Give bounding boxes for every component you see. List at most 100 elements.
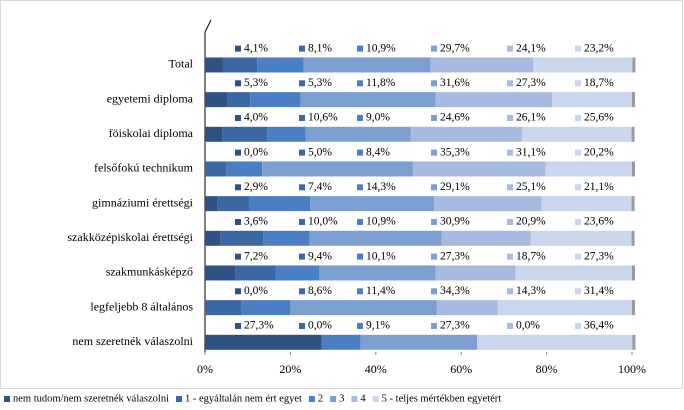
value-label: 0,0% [244,285,268,297]
bar-end [632,265,635,281]
value-label-marker [431,114,437,121]
value-label: 27,3% [244,320,274,332]
bar-segment [522,126,632,142]
legend-label: 1 - egyáltalán nem ért egyet [185,393,302,404]
value-label: 9,4% [308,250,332,262]
value-label-marker [299,80,305,87]
value-label: 31,4% [584,285,614,297]
value-label-marker [431,322,437,329]
bar-segment [303,57,431,73]
value-label: 7,2% [244,250,268,262]
bar-segment [263,230,310,246]
bar-segment [430,57,534,73]
value-label: 27,3% [516,77,546,89]
bar-segment [205,300,242,316]
x-tick-label: 60% [450,362,472,376]
bar-segment [248,196,311,212]
value-label: 9,0% [366,112,390,124]
value-label: 8,1% [308,42,332,54]
bar-end [632,334,636,350]
value-label-marker [299,218,305,225]
bar-end [631,230,635,246]
value-label-marker [299,184,305,191]
value-label: 24,6% [440,112,470,124]
value-label-marker [357,322,363,329]
value-label: 20,9% [516,216,546,228]
bar-segment [205,196,218,212]
value-label: 36,4% [584,320,614,332]
value-label-marker [431,218,437,225]
value-label: 5,3% [308,77,332,89]
value-label-marker [357,149,363,156]
value-label-marker [299,45,305,52]
bar-segment [290,300,437,316]
bar-segment [441,230,531,246]
value-label: 25,1% [516,181,546,193]
value-label: 30,9% [440,216,470,228]
bar-segment [360,334,477,350]
value-label-marker [575,288,581,295]
bar-segment [235,265,276,281]
bar-segment [275,265,320,281]
bar-segment [205,230,221,246]
value-label-marker [235,114,241,121]
value-label-marker [575,149,581,156]
value-label-marker [575,218,581,225]
bar-segment [300,92,436,108]
value-label: 5,0% [308,146,332,158]
value-label-marker [357,80,363,87]
bar-segment [515,265,632,281]
value-label-marker [507,114,513,121]
value-label-marker [575,45,581,52]
y-axis-depth [204,19,212,33]
value-label: 8,4% [366,146,390,158]
value-label-marker [575,184,581,191]
value-label-marker [431,45,437,52]
bar-end [631,126,635,142]
value-label-marker [299,322,305,329]
value-label-marker [507,184,513,191]
value-label: 9,1% [366,320,390,332]
value-label: 3,6% [244,216,268,228]
value-label-marker [235,322,241,329]
bar-segment [476,334,633,350]
value-label: 35,3% [440,146,470,158]
x-tick-label: 20% [279,362,301,376]
value-label-marker [357,288,363,295]
value-label: 24,1% [516,42,546,54]
bar-segment [321,334,361,350]
value-label-marker [431,149,437,156]
value-label: 31,6% [440,77,470,89]
value-label-marker [507,45,513,52]
value-label: 31,1% [516,146,546,158]
value-label: 11,4% [366,285,396,297]
value-label-marker [575,322,581,329]
bar-segment [205,57,223,73]
value-label-marker [575,80,581,87]
y-tick-label: szakmunkásképző [106,265,193,279]
bar-segment [552,92,632,108]
value-label: 4,0% [244,112,268,124]
value-label-marker [507,288,513,295]
bar-segment [434,196,542,212]
bar-segment [412,161,546,177]
bar-segment [222,126,268,142]
legend-label: 2 [318,393,323,404]
bar-end [632,57,636,73]
legend-swatch [308,396,315,402]
value-label: 23,6% [584,216,614,228]
bar-segment [310,196,435,212]
value-label: 11,8% [366,77,396,89]
value-label-marker [431,80,437,87]
value-label-marker [299,114,305,121]
value-label-marker [299,253,305,260]
value-label-marker [431,288,437,295]
legend-label: nem tudom/nem szeretnék válaszolni [13,393,169,404]
value-label: 7,4% [308,181,332,193]
bar-segment [541,196,632,212]
y-tick-label: Total [169,57,194,71]
bar-segment [205,161,227,177]
value-label-marker [357,184,363,191]
value-label-marker [431,253,437,260]
